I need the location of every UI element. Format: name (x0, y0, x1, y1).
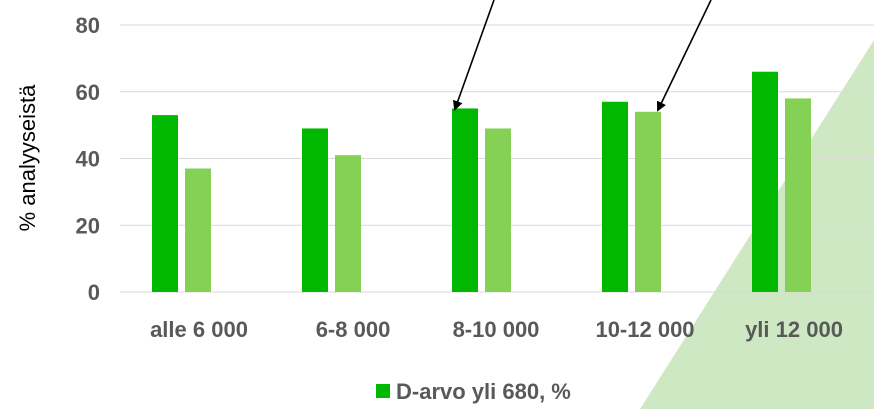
bar-2-1 (185, 168, 211, 292)
bar-1-5 (752, 71, 778, 292)
y-tick-label: 40 (76, 147, 100, 172)
bars (152, 71, 811, 293)
bar-1-2 (302, 128, 328, 292)
x-category-label: 8-10 000 (453, 317, 540, 342)
x-category-label: 10-12 000 (595, 317, 694, 342)
bar-2-5 (785, 98, 811, 292)
x-axis-categories: alle 6 000 6-8 000 8-10 000 10-12 000 yli 12… (150, 317, 843, 342)
y-tick-label: 0 (88, 280, 100, 305)
legend-swatch (376, 384, 390, 398)
bar-1-4 (602, 101, 628, 292)
annotation-arrow-1 (452, 0, 495, 111)
y-axis-ticks: 0 20 40 60 80 (76, 13, 100, 305)
x-category-label: yli 12 000 (745, 317, 843, 342)
bar-2-4 (635, 111, 661, 293)
bar-1-1 (152, 115, 178, 292)
y-tick-label: 80 (76, 13, 100, 38)
y-axis-label: % analyyseistä (15, 84, 40, 232)
annotation-arrow-2 (656, 0, 712, 112)
y-tick-label: 20 (76, 213, 100, 238)
y-tick-label: 60 (76, 80, 100, 105)
bar-2-2 (335, 155, 361, 292)
bar-1-3 (452, 108, 478, 292)
legend-label: D-arvo yli 680, % (396, 379, 571, 404)
bar-2-3 (485, 128, 511, 292)
x-category-label: alle 6 000 (150, 317, 248, 342)
legend: D-arvo yli 680, % (376, 379, 571, 404)
x-category-label: 6-8 000 (316, 317, 391, 342)
